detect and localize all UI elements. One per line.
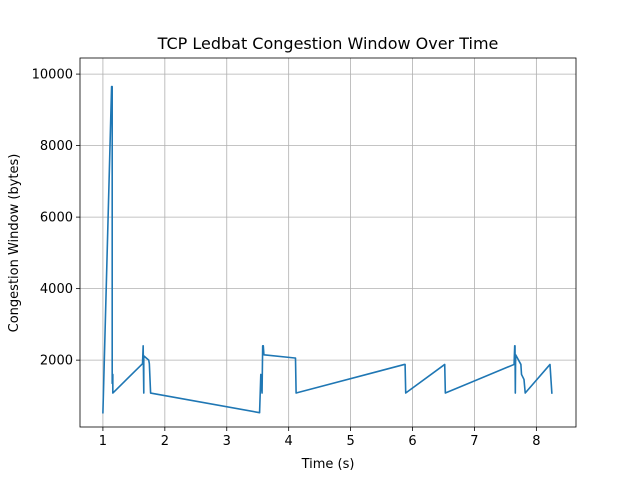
x-tick-label: 4 xyxy=(285,434,293,449)
x-tick-label: 2 xyxy=(161,434,169,449)
plot-frame xyxy=(79,57,577,428)
x-tick-label: 6 xyxy=(408,434,416,449)
grid-lines xyxy=(80,58,576,427)
series-group xyxy=(102,85,553,414)
x-axis-label: Time (s) xyxy=(301,457,355,472)
x-tick-label: 7 xyxy=(470,434,478,449)
x-tick-label: 8 xyxy=(532,434,540,449)
y-axis: 2000 4000 6000 8000 10000 xyxy=(32,68,80,369)
y-axis-label: Congestion Window (bytes) xyxy=(7,154,22,333)
y-tick-label: 6000 xyxy=(40,211,73,226)
y-tick-label: 2000 xyxy=(40,354,73,369)
y-tick-label: 10000 xyxy=(32,68,73,83)
x-tick-label: 5 xyxy=(346,434,354,449)
chart-title: TCP Ledbat Congestion Window Over Time xyxy=(157,34,499,53)
x-tick-label: 3 xyxy=(223,434,231,449)
y-tick-label: 8000 xyxy=(40,139,73,154)
y-tick-label: 4000 xyxy=(40,282,73,297)
x-axis: 1 2 3 4 5 6 7 8 xyxy=(99,427,541,449)
series-line xyxy=(102,85,553,414)
x-tick-label: 1 xyxy=(99,434,107,449)
